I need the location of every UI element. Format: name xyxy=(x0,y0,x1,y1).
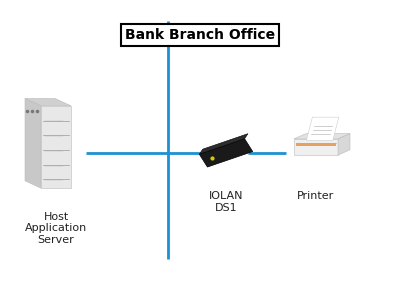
Polygon shape xyxy=(294,139,338,155)
Text: IOLAN
DS1: IOLAN DS1 xyxy=(209,191,243,213)
Polygon shape xyxy=(338,133,350,155)
Text: Printer: Printer xyxy=(297,191,335,201)
Polygon shape xyxy=(41,106,71,188)
Polygon shape xyxy=(25,98,71,106)
Text: Bank Branch Office: Bank Branch Office xyxy=(125,28,275,42)
Polygon shape xyxy=(199,134,248,154)
Polygon shape xyxy=(294,133,350,139)
Polygon shape xyxy=(199,139,253,167)
Polygon shape xyxy=(25,98,41,188)
Polygon shape xyxy=(296,143,336,146)
Text: Host
Application
Server: Host Application Server xyxy=(25,212,87,245)
Polygon shape xyxy=(306,117,339,141)
